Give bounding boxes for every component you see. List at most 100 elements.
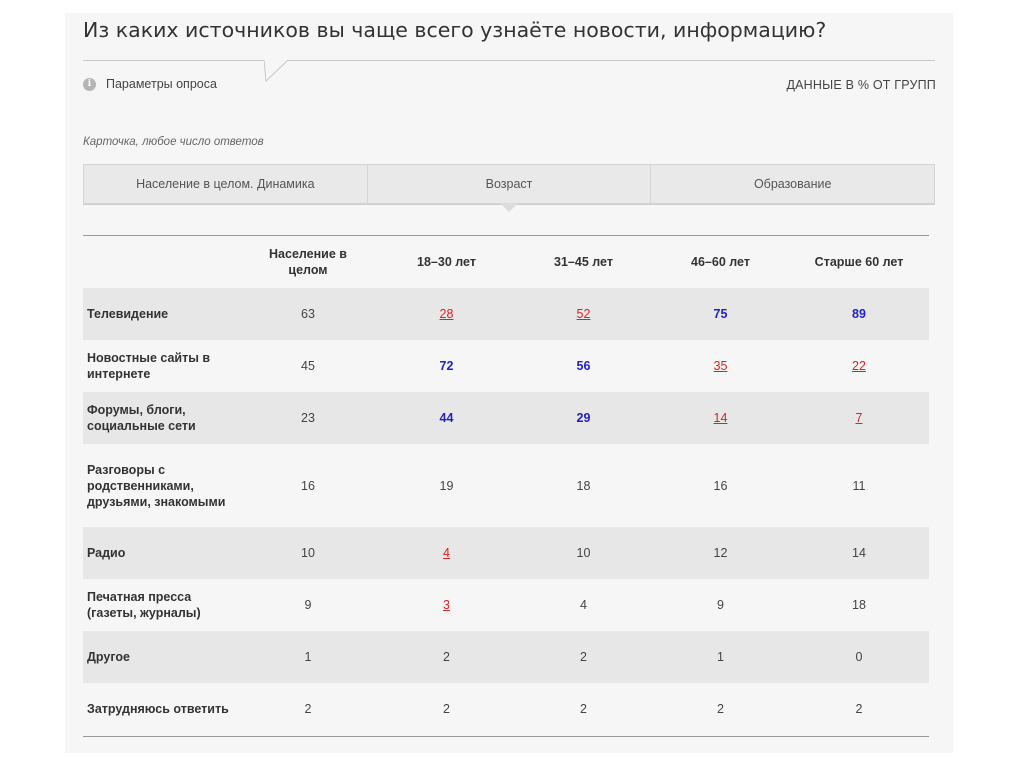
header-age-60-plus: Старше 60 лет xyxy=(814,255,904,269)
table-header-row: Население в целом 18–30 лет 31–45 лет 46… xyxy=(83,236,929,288)
tab-age[interactable]: Возраст xyxy=(368,165,652,203)
value-low: 28 xyxy=(439,307,454,321)
table-cell: 18 xyxy=(515,444,652,527)
row-label: Печатная пресса (газеты, журналы) xyxy=(83,579,238,631)
value: 18 xyxy=(852,598,866,612)
row-label: Телевидение xyxy=(83,288,238,340)
value: 2 xyxy=(304,702,312,716)
page-title: Из каких источников вы чаще всего узнаёт… xyxy=(83,18,827,42)
table-cell: 44 xyxy=(378,392,515,444)
table-cell: 29 xyxy=(515,392,652,444)
table-cell: 9 xyxy=(652,579,789,631)
table-cell: 2 xyxy=(378,631,515,683)
table-row: Разговоры с родственниками, друзьями, зн… xyxy=(83,444,929,527)
row-label: Новостные сайты в интернете xyxy=(83,340,238,392)
table-cell: 2 xyxy=(515,631,652,683)
card-note: Карточка, любое число ответов xyxy=(83,136,264,148)
info-icon: i xyxy=(83,77,96,91)
survey-parameters-link[interactable]: i Параметры опроса xyxy=(83,77,217,91)
tab-population-dynamics[interactable]: Население в целом. Динамика xyxy=(84,165,368,203)
value: 2 xyxy=(580,702,587,716)
table-cell: 52 xyxy=(515,288,652,340)
value-high: 44 xyxy=(439,411,454,425)
row-label: Разговоры с родственниками, друзьями, зн… xyxy=(83,444,238,527)
header-age-18-30: 18–30 лет xyxy=(417,255,476,269)
value-low: 7 xyxy=(855,411,863,425)
table-cell: 7 xyxy=(789,392,929,444)
value: 16 xyxy=(301,478,315,493)
table-cell: 2 xyxy=(378,683,515,735)
table-cell: 23 xyxy=(238,392,378,444)
value: 19 xyxy=(439,478,454,493)
value-low: 22 xyxy=(852,359,866,373)
table-cell: 35 xyxy=(652,340,789,392)
value: 9 xyxy=(304,598,312,612)
table-top-rule xyxy=(83,235,929,236)
results-table: Население в целом 18–30 лет 31–45 лет 46… xyxy=(83,236,929,735)
value: 18 xyxy=(576,478,591,493)
tab-bar: Население в целом. Динамика Возраст Обра… xyxy=(83,164,935,204)
table-cell: 18 xyxy=(789,579,929,631)
table-cell: 2 xyxy=(789,683,929,735)
value-high: 75 xyxy=(713,307,728,321)
table-cell: 11 xyxy=(789,444,929,527)
table-cell: 1 xyxy=(238,631,378,683)
table-cell: 10 xyxy=(238,527,378,579)
table-cell: 2 xyxy=(238,683,378,735)
value-low: 52 xyxy=(576,307,591,321)
value-low: 4 xyxy=(443,546,450,560)
table-cell: 22 xyxy=(789,340,929,392)
table-cell: 16 xyxy=(238,444,378,527)
value: 11 xyxy=(852,478,866,493)
value: 4 xyxy=(580,598,587,612)
value-high: 56 xyxy=(576,359,591,373)
table-row: Новостные сайты в интернете 45 72 56 35 22 xyxy=(83,340,929,392)
table-cell: 14 xyxy=(652,392,789,444)
value: 12 xyxy=(713,546,728,560)
table-cell: 75 xyxy=(652,288,789,340)
table-cell: 4 xyxy=(378,527,515,579)
value: 2 xyxy=(443,650,450,664)
title-divider xyxy=(83,60,935,61)
value-low: 35 xyxy=(713,359,728,373)
header-population: Население в целом xyxy=(269,247,347,277)
value-high: 29 xyxy=(576,411,591,425)
value: 2 xyxy=(443,702,450,716)
table-row: Печатная пресса (газеты, журналы) 9 3 4 9 18 xyxy=(83,579,929,631)
table-row: Радио 10 4 10 12 14 xyxy=(83,527,929,579)
table-cell: 0 xyxy=(789,631,929,683)
table-cell: 3 xyxy=(378,579,515,631)
tab-education[interactable]: Образование xyxy=(753,177,832,191)
value: 10 xyxy=(576,546,591,560)
value: 1 xyxy=(717,650,724,664)
header-label xyxy=(83,236,238,288)
value: 63 xyxy=(301,307,315,321)
table-cell: 12 xyxy=(652,527,789,579)
header-age-31-45: 31–45 лет xyxy=(554,255,613,269)
table-cell: 10 xyxy=(515,527,652,579)
value: 23 xyxy=(301,411,315,425)
table-cell: 2 xyxy=(515,683,652,735)
row-label: Радио xyxy=(83,527,238,579)
value-low: 14 xyxy=(713,411,728,425)
row-label: Форумы, блоги, социальные сети xyxy=(83,392,238,444)
table-cell: 72 xyxy=(378,340,515,392)
value: 2 xyxy=(855,702,863,716)
value: 1 xyxy=(304,650,312,664)
value: 10 xyxy=(301,546,315,560)
table-cell: 56 xyxy=(515,340,652,392)
value-high: 89 xyxy=(852,307,866,321)
table-cell: 9 xyxy=(238,579,378,631)
row-label: Другое xyxy=(83,631,238,683)
table-cell: 1 xyxy=(652,631,789,683)
table-cell: 4 xyxy=(515,579,652,631)
table-row: Другое 1 2 2 1 0 xyxy=(83,631,929,683)
table-cell: 45 xyxy=(238,340,378,392)
table-cell: 19 xyxy=(378,444,515,527)
speech-bubble-tail xyxy=(264,60,288,82)
value: 2 xyxy=(717,702,724,716)
table-cell: 28 xyxy=(378,288,515,340)
table-cell: 89 xyxy=(789,288,929,340)
header-age-46-60: 46–60 лет xyxy=(691,255,750,269)
value: 45 xyxy=(301,359,315,373)
